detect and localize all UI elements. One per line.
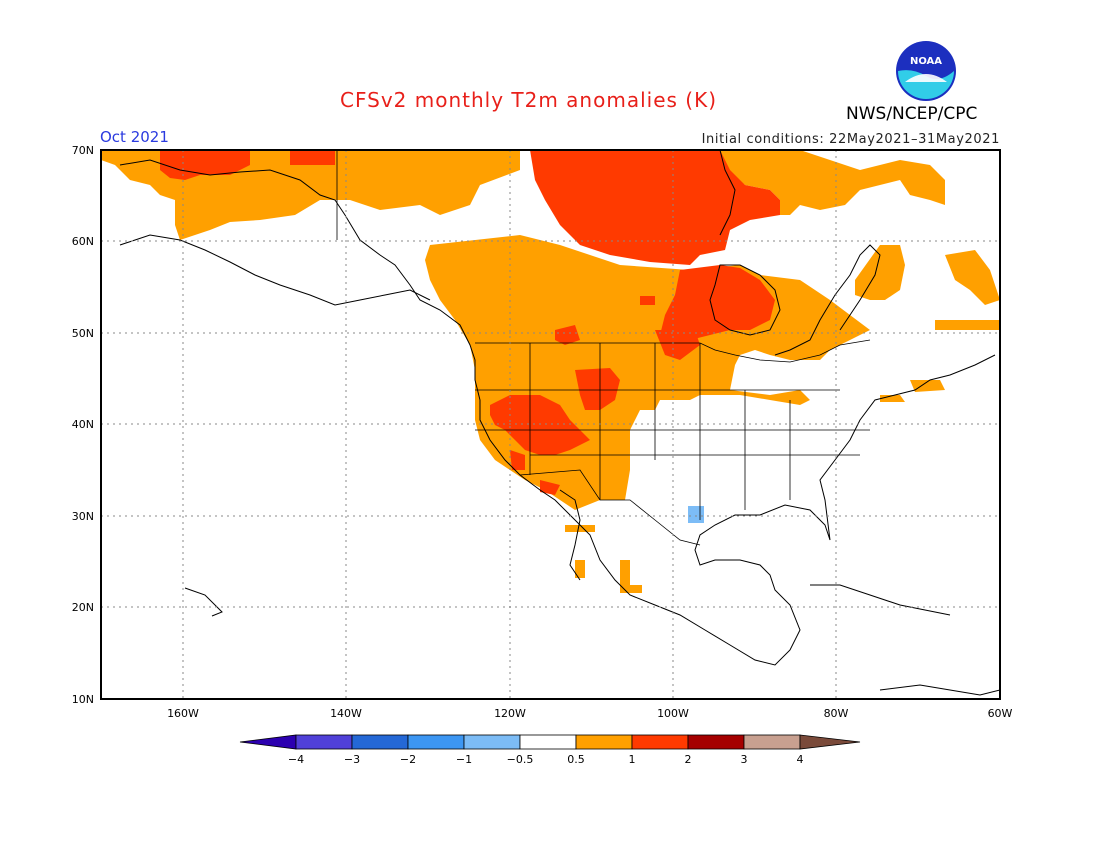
initial-conditions: Initial conditions: 22May2021–31May2021 bbox=[701, 132, 1000, 147]
political-borders bbox=[336, 150, 871, 546]
lat-label: 60N bbox=[72, 235, 94, 248]
colorbar-labels: −4 −3 −2 −1 −0.5 0.5 1 2 3 4 bbox=[288, 753, 804, 766]
colorbar-label: 3 bbox=[741, 753, 748, 766]
lat-label: 20N bbox=[72, 601, 94, 614]
noaa-logo: NOAA bbox=[896, 41, 956, 101]
graticule bbox=[101, 150, 1000, 699]
colorbar-label: 4 bbox=[797, 753, 804, 766]
lat-label: 40N bbox=[72, 418, 94, 431]
lat-label: 70N bbox=[72, 144, 94, 157]
map-frame bbox=[100, 149, 1001, 700]
lat-axis: 70N 60N 50N 40N 30N 20N 10N bbox=[72, 144, 94, 706]
colorbar-bin bbox=[407, 734, 465, 750]
colorbar-label: 0.5 bbox=[567, 753, 585, 766]
noaa-logo-text: NOAA bbox=[910, 56, 942, 67]
valid-month: Oct 2021 bbox=[100, 128, 169, 146]
coastlines bbox=[119, 150, 1000, 696]
anomaly-cool-weak bbox=[688, 506, 704, 523]
colorbar-label: −4 bbox=[288, 753, 304, 766]
anomaly-warm-moderate bbox=[101, 150, 1000, 593]
colorbar-bin bbox=[575, 734, 633, 750]
colorbar-bin bbox=[463, 734, 521, 750]
colorbar-bin bbox=[743, 734, 801, 750]
colorbar-label: −2 bbox=[400, 753, 416, 766]
lon-label: 80W bbox=[824, 707, 849, 720]
colorbar-label: −0.5 bbox=[507, 753, 534, 766]
lat-label: 50N bbox=[72, 327, 94, 340]
lat-label: 10N bbox=[72, 693, 94, 706]
organization-label: NWS/NCEP/CPC bbox=[846, 104, 978, 124]
colorbar-bin bbox=[631, 734, 689, 750]
lat-label: 30N bbox=[72, 510, 94, 523]
colorbar-bin bbox=[519, 734, 577, 750]
lon-label: 120W bbox=[494, 707, 526, 720]
lon-label: 160W bbox=[167, 707, 199, 720]
colorbar-cap-high bbox=[799, 734, 861, 750]
colorbar-label: −1 bbox=[456, 753, 472, 766]
colorbar-bin bbox=[351, 734, 409, 750]
colorbar-label: 2 bbox=[685, 753, 692, 766]
lon-label: 100W bbox=[657, 707, 689, 720]
colorbar-bin bbox=[295, 734, 353, 750]
map-field bbox=[101, 150, 1000, 593]
chart-title: CFSv2 monthly T2m anomalies (K) bbox=[340, 88, 717, 112]
lon-label: 140W bbox=[330, 707, 362, 720]
colorbar-label: −3 bbox=[344, 753, 360, 766]
lon-axis: 160W 140W 120W 100W 80W 60W bbox=[167, 707, 1012, 720]
colorbar-cap-low bbox=[239, 734, 297, 750]
lon-label: 60W bbox=[988, 707, 1013, 720]
colorbar-label: 1 bbox=[629, 753, 636, 766]
colorbar-bin bbox=[687, 734, 745, 750]
colorbar bbox=[239, 734, 861, 750]
